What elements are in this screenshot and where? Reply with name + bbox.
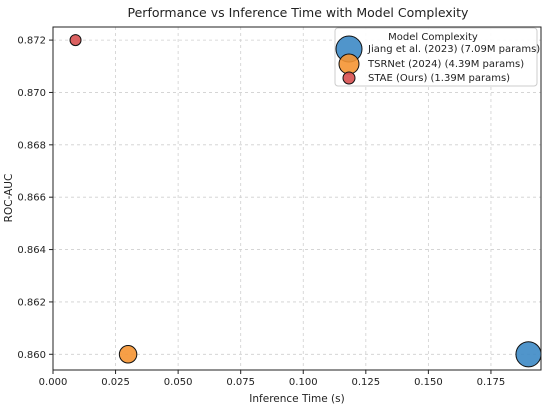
x-tick-label: 0.050	[164, 377, 193, 388]
legend-box	[334, 27, 538, 87]
chart-title: Performance vs Inference Time with Model…	[128, 5, 470, 20]
legend-marker-stae	[342, 71, 356, 85]
y-axis-label: ROC-AUC	[3, 174, 15, 223]
x-tick-label: 0.075	[226, 377, 255, 388]
x-tick-label: 0.175	[477, 377, 506, 388]
y-tick-label: 0.862	[17, 297, 46, 308]
data-points	[69, 34, 542, 368]
x-tick-label: 0.125	[352, 377, 381, 388]
data-point-tsrnet	[118, 345, 138, 364]
x-axis-label: Inference Time (s)	[249, 393, 344, 405]
x-tick-label: 0.100	[289, 377, 318, 388]
x-tick-label: 0.150	[414, 377, 443, 388]
legend-marker-tsrnet	[338, 53, 360, 75]
axis-ticks: 0.000 0.025 0.050 0.075 0.100 0.125 0.150 0.175…	[17, 36, 505, 388]
x-tick-label: 0.000	[39, 377, 68, 388]
y-tick-label: 0.864	[17, 245, 46, 256]
y-tick-label: 0.870	[17, 88, 46, 99]
legend: Model Complexity Jiang et al. (2023) (7.…	[334, 27, 540, 87]
data-point-stae	[69, 34, 82, 47]
y-tick-label: 0.860	[17, 350, 46, 361]
x-tick-label: 0.025	[101, 377, 130, 388]
data-point-jiang	[515, 341, 542, 368]
legend-label-jiang: Jiang et al. (2023) (7.09M params)	[367, 44, 540, 55]
y-tick-label: 0.868	[17, 140, 46, 151]
y-tick-label: 0.872	[17, 36, 46, 47]
plot-frame	[52, 26, 542, 371]
legend-title: Model Complexity	[388, 32, 478, 43]
y-tick-label: 0.866	[17, 193, 46, 204]
legend-label-tsrnet: TSRNet (2024) (4.39M params)	[367, 59, 524, 70]
legend-label-stae: STAE (Ours) (1.39M params)	[368, 73, 510, 84]
